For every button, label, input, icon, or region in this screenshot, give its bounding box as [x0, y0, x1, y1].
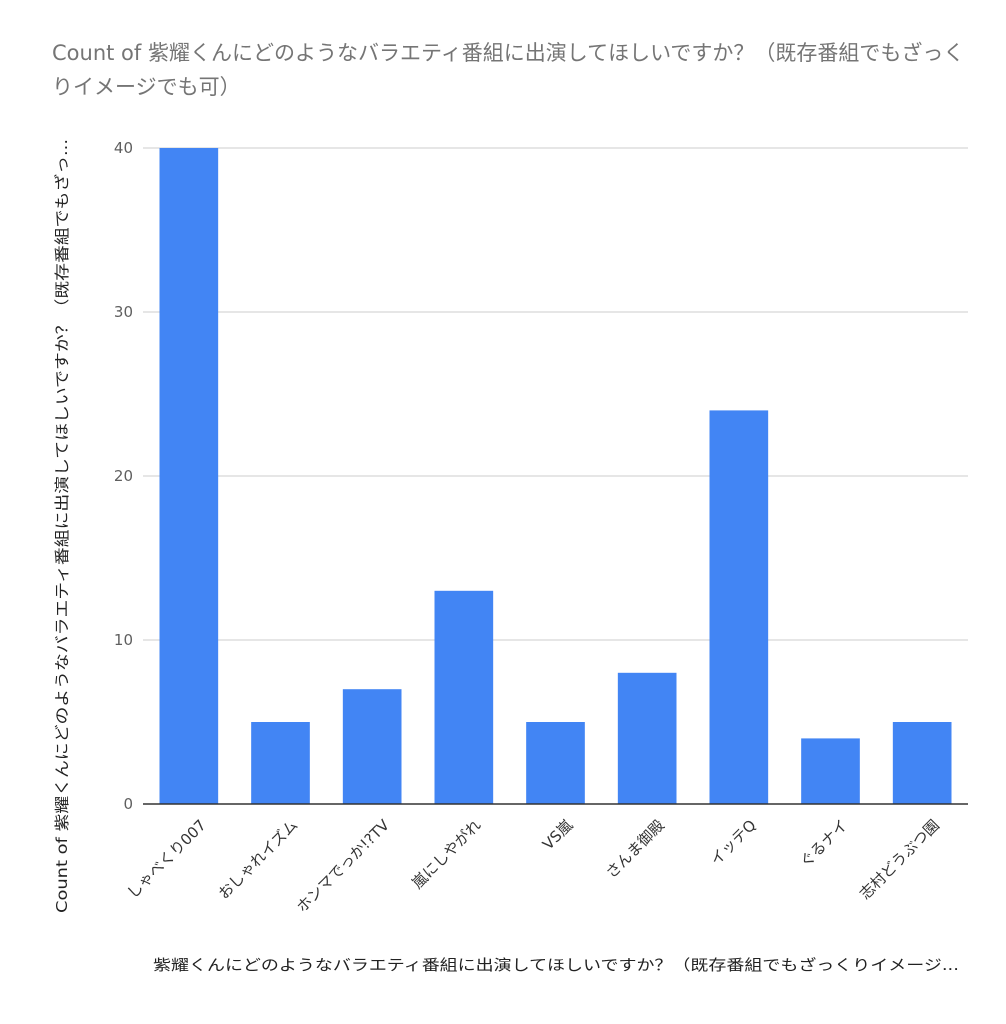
bar [342, 689, 402, 804]
bar [801, 738, 860, 804]
x-category-label: VS嵐 [539, 816, 576, 853]
bar [892, 722, 952, 804]
bar [159, 148, 219, 804]
x-category-label: イッテQ [707, 816, 760, 869]
y-axis-title: Count of 紫耀くんにどのようなバラエティ番組に出演してほしいですか？（既… [53, 139, 71, 913]
y-tick-label: 30 [114, 303, 133, 321]
gridlines [143, 147, 968, 641]
x-category-label: ホンマでっか!?TV [293, 816, 394, 917]
x-category-label: おしゃれイズム [215, 816, 302, 903]
x-axis-title: 紫耀くんにどのようなバラエティ番組に出演してほしいですか？（既存番組でもざっくり… [153, 956, 959, 974]
y-tick-label: 0 [123, 795, 133, 813]
bar [526, 722, 585, 804]
bar [617, 672, 677, 804]
x-category-label: さんま御殿 [602, 816, 668, 882]
y-tick-label: 20 [114, 467, 133, 485]
x-category-label: 嵐にしやがれ [408, 816, 484, 892]
bar [709, 410, 769, 804]
bars [159, 148, 952, 804]
x-category-label: ぐるナイ [796, 816, 851, 871]
x-category-label: しゃべくり007 [124, 816, 210, 902]
bar [251, 722, 310, 804]
bar [434, 590, 494, 804]
x-category-label: 志村どうぶつ園 [856, 816, 943, 903]
chart-title: Count of 紫耀くんにどのようなバラエティ番組に出演してほしいですか？（既… [52, 41, 965, 99]
y-tick-label: 10 [114, 631, 133, 649]
y-axis-ticks: 0 10 20 30 40 [114, 139, 133, 813]
x-axis-category-labels: しゃべくり007 おしゃれイズムホンマでっか!?TV 嵐にしやがれ VS嵐 さんま御殿イ… [124, 816, 943, 917]
y-tick-label: 40 [114, 139, 133, 157]
